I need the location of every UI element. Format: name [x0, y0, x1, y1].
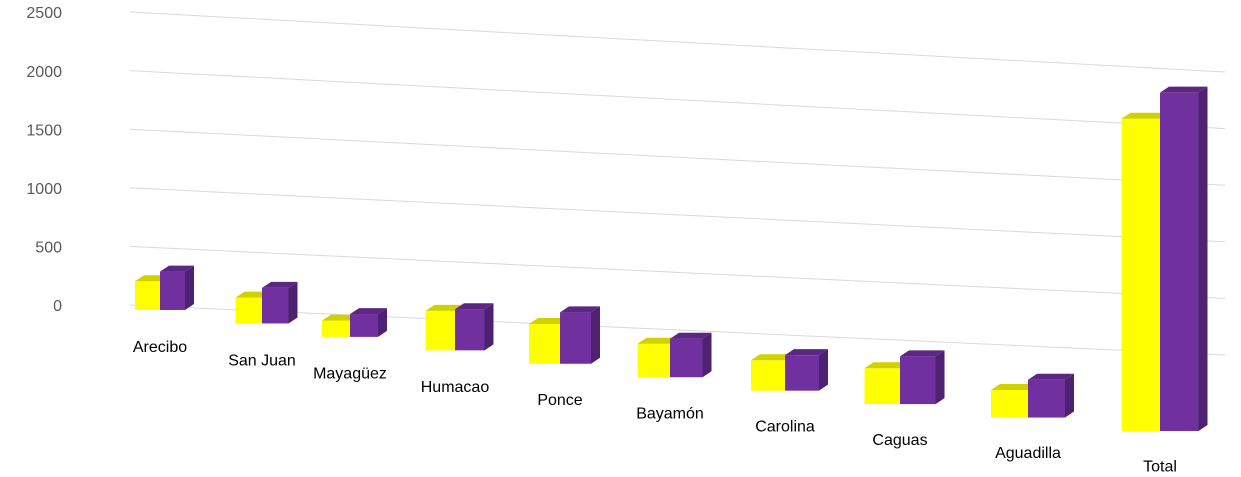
- bar-top: [1028, 373, 1074, 380]
- grid-line: [129, 11, 1226, 73]
- bar: [529, 323, 560, 364]
- y-tick-label: 2000: [26, 64, 62, 81]
- bar: [670, 338, 703, 378]
- x-tick-label: Mayagüez: [313, 366, 387, 383]
- bar: [785, 355, 819, 391]
- bar: [637, 343, 670, 378]
- bar: [1160, 92, 1199, 432]
- x-tick-label: Carolina: [755, 419, 815, 436]
- bar: [262, 287, 289, 324]
- bar-side: [185, 265, 194, 310]
- bar-side: [288, 281, 298, 324]
- grid-line: [129, 187, 1226, 243]
- y-tick-label: 0: [53, 298, 62, 315]
- x-tick-label: Arecibo: [133, 339, 187, 356]
- bar-top: [322, 314, 359, 321]
- grid-line: [129, 70, 1226, 130]
- bar-side: [819, 349, 828, 391]
- bar: [560, 312, 591, 364]
- bar: [425, 310, 455, 351]
- bar: [160, 271, 185, 310]
- bar-top: [991, 384, 1037, 391]
- bar-top: [350, 308, 387, 315]
- bar-top: [1121, 112, 1169, 119]
- bar-side: [935, 350, 945, 405]
- x-tick-label: San Juan: [228, 352, 296, 369]
- bar-side: [484, 303, 494, 351]
- bar-side: [591, 306, 600, 364]
- y-tick-label: 500: [35, 240, 62, 257]
- bar-top: [900, 350, 945, 357]
- bar: [350, 314, 378, 337]
- bar: [322, 320, 350, 337]
- bar: [991, 390, 1028, 418]
- x-tick-label: Total: [1143, 458, 1177, 475]
- bar-top: [455, 303, 494, 310]
- grid-line: [129, 304, 1226, 356]
- bar-side: [378, 308, 387, 337]
- y-tick-label: 1000: [26, 181, 62, 198]
- bar-top: [864, 362, 909, 369]
- bar-top: [1160, 86, 1208, 93]
- bar-top: [262, 281, 298, 288]
- bar-top: [670, 332, 712, 339]
- bar: [455, 309, 485, 351]
- bar: [864, 368, 900, 405]
- bar-side: [702, 332, 712, 378]
- bar: [751, 360, 785, 391]
- bar-top: [785, 349, 828, 356]
- x-tick-label: Ponce: [537, 392, 582, 409]
- bar: [235, 297, 262, 324]
- bar-side: [1198, 86, 1208, 432]
- bar-top: [751, 354, 794, 361]
- bar-top: [560, 306, 600, 313]
- y-tick-label: 2500: [26, 5, 62, 22]
- x-tick-label: Aguadilla: [995, 445, 1061, 462]
- bar-top: [529, 317, 569, 324]
- grid-line: [129, 245, 1226, 299]
- x-tick-label: Caguas: [872, 432, 927, 449]
- x-tick-label: Bayamón: [636, 405, 704, 422]
- bar-side: [1065, 373, 1074, 418]
- x-tick-label: Humacao: [421, 379, 490, 396]
- bar-top: [637, 337, 679, 344]
- bar: [1028, 379, 1065, 418]
- bar-top: [425, 304, 464, 311]
- y-tick-label: 1500: [26, 122, 62, 139]
- bar: [1121, 118, 1160, 431]
- bar: [135, 281, 160, 310]
- bar: [900, 356, 936, 405]
- grid-line: [129, 128, 1226, 186]
- bar-top: [160, 265, 194, 272]
